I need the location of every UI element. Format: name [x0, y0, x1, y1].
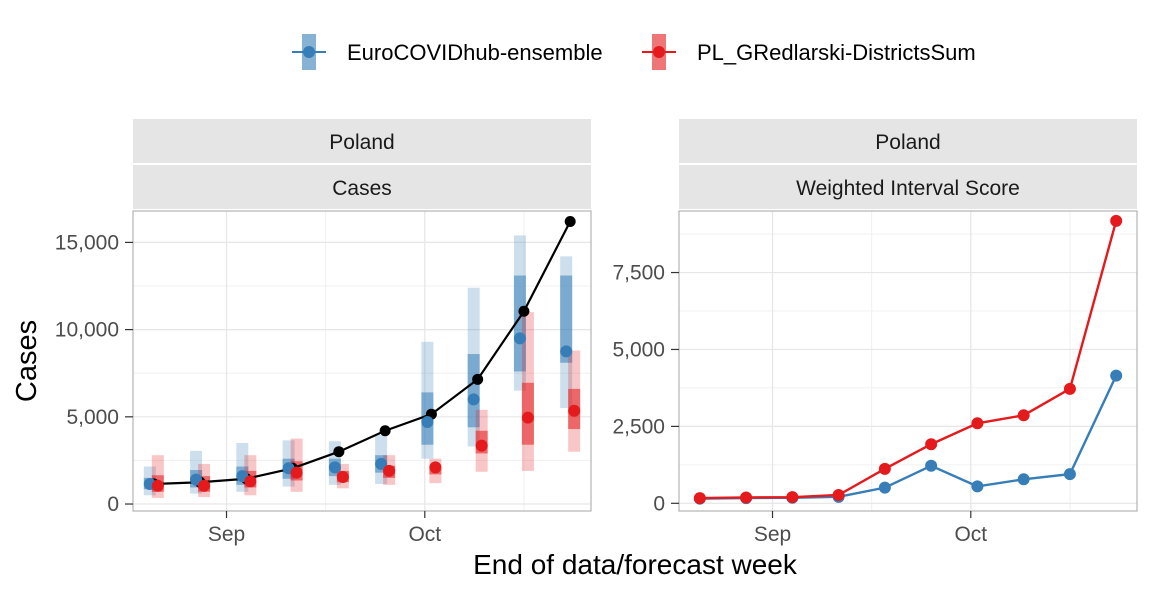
interval-50-ensemble	[513, 275, 526, 372]
x-axis-title: End of data/forecast week	[473, 549, 798, 580]
strip-left-target: Cases	[332, 177, 392, 200]
wis-point-team	[786, 491, 799, 504]
observed-line	[153, 220, 572, 486]
wis-point-team	[1063, 382, 1076, 395]
strip-right-location: Poland	[875, 131, 940, 154]
x-tick-label: Oct	[954, 523, 987, 546]
median-point-team	[198, 479, 211, 492]
y-axis-title: Cases	[11, 320, 43, 402]
observed-point	[333, 446, 345, 458]
legend: EuroCOVIDhub-ensemble PL_GRedlarski-Dist…	[292, 34, 976, 70]
wis-point-ensemble	[1063, 468, 1076, 481]
median-point-ensemble	[375, 457, 388, 470]
median-point-ensemble	[328, 461, 341, 474]
interval-50-ensemble	[467, 354, 480, 428]
panel-border	[678, 210, 1138, 512]
y-tick-label: 5,000	[66, 406, 119, 429]
y-tick-label: 5,000	[612, 338, 665, 361]
panel-background	[679, 211, 1137, 511]
median-point-team	[383, 464, 396, 477]
wis-point-team	[832, 489, 845, 501]
wis-point-team	[1110, 214, 1123, 227]
median-point-team	[290, 466, 303, 479]
wis-point-ensemble	[925, 459, 938, 472]
strips-right: Poland Weighted Interval Score	[679, 119, 1137, 209]
median-point-ensemble	[513, 332, 526, 345]
median-point-team	[568, 404, 581, 417]
y-tick-label: 0	[107, 493, 119, 516]
y-tick-label: 7,500	[612, 262, 665, 285]
legend-label-ensemble: EuroCOVIDhub-ensemble	[347, 40, 603, 65]
wis-point-team	[925, 438, 938, 451]
median-point-team	[475, 439, 488, 452]
strips-left: Poland Cases	[133, 119, 591, 209]
legend-key-ensemble	[292, 34, 326, 70]
x-tick-label: Sep	[754, 523, 791, 546]
wis-point-ensemble	[878, 481, 891, 494]
observed-point	[518, 305, 530, 317]
wis-point-ensemble	[1110, 369, 1123, 382]
median-point-ensemble	[560, 345, 573, 358]
strip-left-location: Poland	[329, 131, 394, 154]
panel-cases: 0 5,000 10,000 15,000 Sep Oct	[55, 210, 592, 546]
x-tick-label: Oct	[408, 523, 441, 546]
legend-key-team	[642, 34, 676, 70]
y-tick-label: 10,000	[55, 319, 119, 342]
wis-point-team	[1017, 409, 1030, 422]
wis-point-team	[878, 462, 891, 475]
observed-point	[379, 425, 391, 437]
observed-point	[564, 215, 576, 227]
median-point-team	[336, 470, 349, 483]
median-point-ensemble	[421, 416, 434, 429]
median-point-ensemble	[467, 393, 480, 406]
legend-label-team: PL_GRedlarski-DistrictsSum	[697, 40, 976, 65]
y-tick-label: 15,000	[55, 231, 119, 254]
wis-point-ensemble	[971, 480, 984, 493]
wis-point-team	[740, 491, 753, 504]
y-tick-label: 0	[653, 492, 665, 515]
median-point-team	[429, 461, 442, 474]
panel-border	[132, 210, 592, 512]
median-point-team	[151, 479, 164, 492]
x-tick-label: Sep	[208, 523, 245, 546]
wis-point-team	[971, 417, 984, 430]
wis-point-team	[693, 492, 706, 505]
panel-wis: 0 2,500 5,000 7,500 Sep Oct	[612, 210, 1138, 546]
wis-point-ensemble	[1017, 473, 1030, 486]
median-point-team	[244, 475, 257, 488]
wis-line-team	[699, 220, 1118, 500]
y-tick-label: 2,500	[612, 415, 665, 438]
strip-right-metric: Weighted Interval Score	[796, 177, 1020, 200]
median-point-team	[521, 411, 534, 424]
observed-point	[472, 373, 484, 385]
interval-50-ensemble	[560, 275, 573, 363]
